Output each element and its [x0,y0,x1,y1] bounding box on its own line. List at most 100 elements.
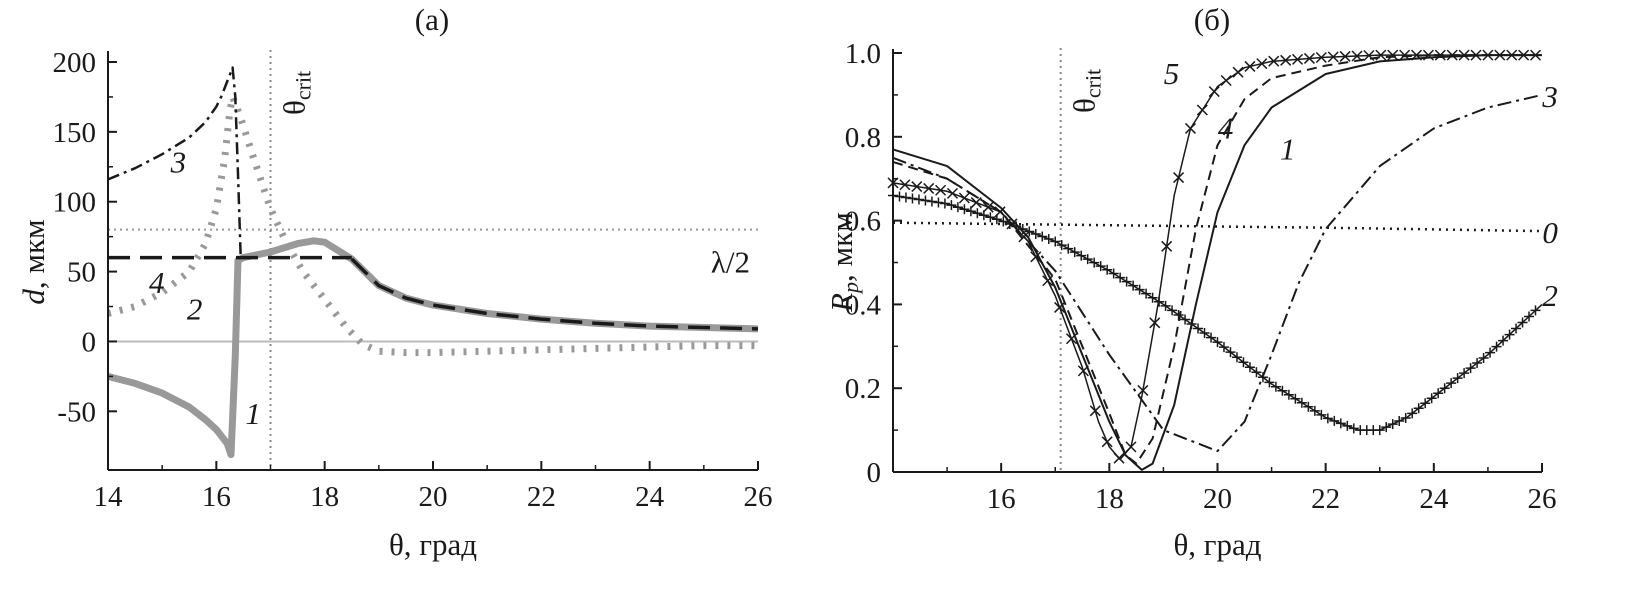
series-5-marker [899,179,911,191]
series-3-line [107,66,242,258]
y-axis-label: d, мкм [16,219,51,304]
series-5-marker [1482,49,1494,61]
series-2-label: 2 [187,291,203,326]
y-tick-label: 0 [82,326,97,358]
series-2-marker [1290,393,1301,404]
y-axis-label-subscript: p [838,282,863,295]
series-2-marker [1348,423,1359,434]
x-tick-label: 22 [527,481,556,513]
series-2-marker [894,191,905,202]
series-2-marker [1225,347,1236,358]
series-2-marker [1446,378,1457,389]
x-tick-label: 26 [744,481,773,513]
series-5-marker [1220,74,1232,87]
series-2-marker [1134,284,1145,295]
theta-crit-subscript: crit [291,71,316,100]
series-5-marker [1089,405,1101,417]
series-2-marker [1498,335,1509,346]
series-2-marker [1283,389,1294,400]
series-1-label: 1 [1280,131,1296,166]
series-2-marker [1478,353,1489,364]
series-2-marker [1504,329,1515,340]
series-5-marker [994,206,1006,218]
series-5-label: 5 [1164,56,1180,91]
series-2-marker [1277,385,1288,396]
series-5-line [892,54,1542,461]
series-2-marker [1530,305,1541,316]
series-5-marker [1065,333,1078,345]
series-4-line [350,257,759,331]
x-axis-label: θ, град [1173,527,1261,562]
x-tick-label: 14 [94,481,124,513]
x-tick-label: 22 [1311,483,1340,515]
series-2-marker [939,198,950,209]
x-tick-label: 18 [310,481,339,513]
y-tick-label: 0.6 [845,206,881,238]
series-2-marker [1186,319,1197,330]
series-2-marker [926,196,937,207]
series-2-marker [1491,341,1502,352]
series-5-marker [1434,49,1446,61]
series-2-label: 2 [1542,278,1558,313]
series-2-marker [1322,413,1333,424]
series-2-marker [1147,292,1158,303]
x-tick-label: 26 [1528,483,1557,515]
series-5-marker [1101,436,1113,448]
series-2-marker [1102,264,1113,275]
series-5-marker [1184,122,1196,134]
series-2-marker [1160,300,1171,311]
series-2: 2 [107,93,758,357]
series-5-marker [1280,54,1292,66]
series-2-marker [1439,383,1450,394]
series-2-marker [1231,352,1242,363]
series-5-marker [1339,50,1351,62]
series-2-marker [1212,337,1223,348]
series-2-marker [1199,328,1210,339]
series-2-marker [1270,381,1281,392]
y-tick-label: 0 [867,457,882,489]
series-5-marker [1506,49,1518,61]
series-5-marker [1077,365,1089,377]
series-2-marker [1452,373,1463,384]
series-2-marker [972,208,983,219]
y-tick-label: 100 [53,187,97,219]
y-axis-label: Rp, мкм [824,212,863,313]
series-5-marker [1351,50,1363,62]
series-5-marker [1292,53,1304,65]
y-axis-label-symbol: d [16,289,51,305]
series-2-marker [1517,317,1528,328]
series-2-marker [1082,254,1093,265]
series-5-marker [1232,66,1244,78]
series-2-marker [1089,257,1100,268]
series-2-marker [1381,422,1392,433]
series-2-marker [913,194,924,205]
x-axis-label: θ, град [389,527,477,562]
series-2-marker [1264,377,1275,388]
series-5-marker [1387,49,1399,61]
series-2-marker [1193,323,1204,334]
series-2-marker [998,216,1009,227]
series-2-marker [1238,357,1249,368]
series-4-label: 4 [1218,110,1234,145]
series-2-marker [1115,272,1126,283]
y-tick-label: 200 [53,47,97,79]
series-5-marker [1054,301,1066,313]
series-2-marker [1063,243,1074,254]
series-2-marker [900,192,911,203]
series-2-marker [1329,415,1340,426]
series-5-marker [1161,240,1173,252]
x-tick-label: 20 [1203,483,1232,515]
series-2-marker [1374,425,1385,436]
series-5-marker [1173,172,1185,184]
series-5-marker [1030,251,1042,263]
x-tick-label: 18 [1095,483,1124,515]
series-5-marker [1315,51,1327,64]
series-2-marker [1095,261,1106,272]
series-5-marker [1470,49,1482,61]
series-2-marker [1309,405,1320,416]
series-5-marker [1303,52,1315,64]
series-2-marker [1387,419,1398,430]
theta-crit-subscript: crit [1081,69,1106,98]
series-2-marker [1426,393,1437,404]
